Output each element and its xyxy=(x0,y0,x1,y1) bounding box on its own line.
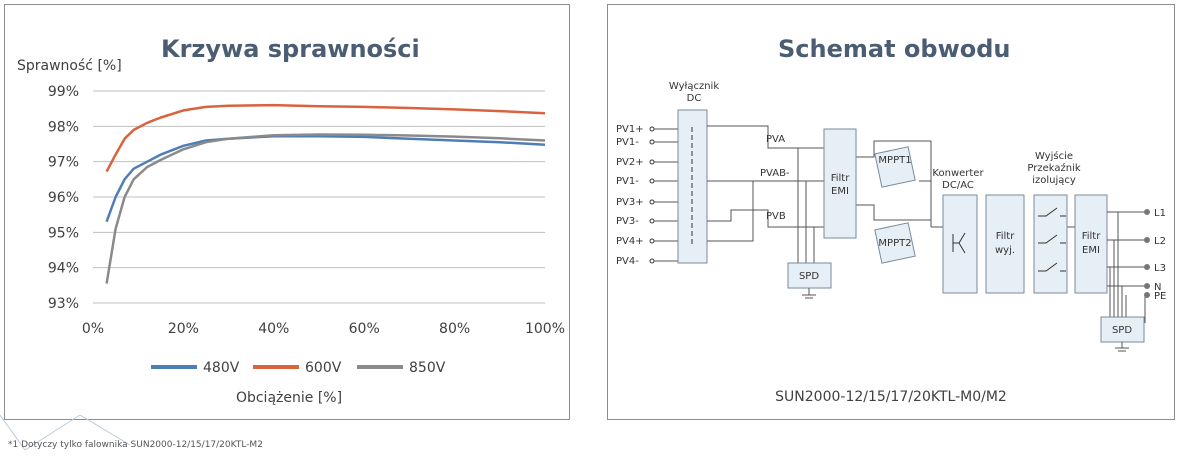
emi-filter-label-1: Filtr xyxy=(831,173,851,184)
pv-inputs: PV1+ PV1- PV2+ PV1- PV3+ PV3- PV4+ PV4- xyxy=(616,124,678,267)
output-filter-box xyxy=(985,194,1025,294)
legend-label-600V: 600V xyxy=(305,360,342,376)
y-tick-label: 93% xyxy=(48,296,79,312)
mppt2-box xyxy=(874,222,916,264)
transistor-icon xyxy=(952,232,966,254)
output-label: L2 xyxy=(1154,236,1166,247)
terminal-icon xyxy=(649,258,655,264)
output-filter-label-2: wyj. xyxy=(995,245,1015,256)
ground-icon-2 xyxy=(1115,342,1129,352)
relay-box xyxy=(1033,194,1068,294)
legend-label-480V: 480V xyxy=(203,360,240,376)
x-tick-label: 20% xyxy=(168,321,199,337)
series-line-850V xyxy=(105,133,546,284)
emi-filter-label-2: EMI xyxy=(831,186,849,197)
footnote: *1 Dotyczy tylko falownika SUN2000-12/15… xyxy=(8,440,263,450)
y-tick-label: 94% xyxy=(48,261,79,277)
terminal-icon xyxy=(649,218,655,224)
mppt1-box xyxy=(874,146,916,188)
decorative-lines xyxy=(0,414,131,451)
y-tick-label: 98% xyxy=(48,119,79,135)
x-tick-label: 100% xyxy=(525,321,565,337)
efficiency-chart-panel: Krzywa sprawności Sprawność [%] 93% 94% 95… xyxy=(4,4,570,420)
series-line-600V xyxy=(105,103,546,173)
output-terminal-icon xyxy=(1144,283,1150,289)
y-axis-label: Sprawność [%] xyxy=(17,58,122,74)
relay-label-3: izolujący xyxy=(1032,175,1076,186)
terminal-icon xyxy=(649,126,655,132)
pv-input-label: PV4- xyxy=(616,256,639,267)
pva-label: PVA xyxy=(766,134,785,145)
output-label: N xyxy=(1154,282,1161,293)
pv-input-label: PV1- xyxy=(616,176,639,187)
y-tick-label: 99% xyxy=(48,84,79,100)
dc-switch-label-1: Wyłącznik xyxy=(669,81,719,92)
y-tick-label: 97% xyxy=(48,155,79,171)
y-tick-label: 95% xyxy=(48,225,79,241)
relay-label-1: Wyjście xyxy=(1035,150,1073,162)
circuit-diagram: PV1+ PV1- PV2+ PV1- PV3+ PV3- PV4+ PV4- Wyłączn… xyxy=(616,81,1166,405)
spd-output-box xyxy=(1100,316,1145,343)
emi-filter-box xyxy=(823,128,857,239)
x-tick-label: 0% xyxy=(82,321,104,337)
chart-title: Krzywa sprawności xyxy=(161,35,420,63)
output-emi-label-2: EMI xyxy=(1082,245,1100,256)
terminal-icon xyxy=(649,238,655,244)
circuit-diagram-panel: Schemat obwodu PV1+ PV1- PV2+ PV1- PV3+ PV3- P… xyxy=(607,4,1175,420)
ac-outputs: L1 L2 L3 NPE xyxy=(1144,208,1166,302)
mppt2-label: MPPT2 xyxy=(878,238,911,249)
terminal-icon xyxy=(649,178,655,184)
x-tick-label: 60% xyxy=(349,321,380,337)
dc-switch-label-2: DC xyxy=(687,93,702,104)
spd-input-label: SPD xyxy=(799,271,819,282)
pv-input-label: PV1+ xyxy=(616,124,644,135)
output-emi-label-1: Filtr xyxy=(1082,231,1102,242)
x-axis-label: Obciążenie [%] xyxy=(236,390,342,406)
pvb-label: PVB xyxy=(766,211,786,222)
pv-input-label: PV2+ xyxy=(616,157,644,168)
converter-label-2: DC/AC xyxy=(942,180,974,191)
converter-label-1: Konwerter xyxy=(932,168,984,179)
output-terminal-icon xyxy=(1144,264,1150,270)
output-wires xyxy=(1107,211,1146,323)
legend-label-850V: 850V xyxy=(409,360,446,376)
output-label: PE xyxy=(1154,291,1166,302)
terminal-icon xyxy=(649,139,655,145)
output-terminal-icon xyxy=(1144,237,1150,243)
spd-input-box xyxy=(787,262,832,289)
output-filter-label-1: Filtr xyxy=(996,231,1016,242)
pvab-label: PVAB- xyxy=(760,168,790,179)
pv-input-label: PV3- xyxy=(616,216,639,227)
terminal-icon xyxy=(649,159,655,165)
relay-label-2: Przekaźnik xyxy=(1027,162,1080,174)
pv-input-label: PV4+ xyxy=(616,236,644,247)
series-line-480V xyxy=(105,134,546,223)
mppt1-label: MPPT1 xyxy=(878,155,911,166)
output-label: L1 xyxy=(1154,208,1166,219)
output-terminal-icon xyxy=(1144,292,1150,298)
x-tick-label: 80% xyxy=(439,321,470,337)
ground-icon xyxy=(802,288,816,299)
terminal-icon xyxy=(649,199,655,205)
relay-contacts xyxy=(1038,207,1066,272)
pv-input-label: PV1- xyxy=(616,137,639,148)
diagram-title: Schemat obwodu xyxy=(778,35,1011,63)
output-terminal-icon xyxy=(1144,209,1150,215)
y-tick-label: 96% xyxy=(48,190,79,206)
output-emi-box xyxy=(1074,194,1108,294)
efficiency-chart: Sprawność [%] 93% 94% 95% 96% 97% 98% 99% 0% 20… xyxy=(17,58,565,406)
output-label: L3 xyxy=(1154,263,1166,274)
pv-input-label: PV3+ xyxy=(616,197,644,208)
spd-output-label: SPD xyxy=(1112,325,1132,336)
x-tick-label: 40% xyxy=(258,321,289,337)
model-label: SUN2000-12/15/17/20KTL-M0/M2 xyxy=(775,389,1007,405)
